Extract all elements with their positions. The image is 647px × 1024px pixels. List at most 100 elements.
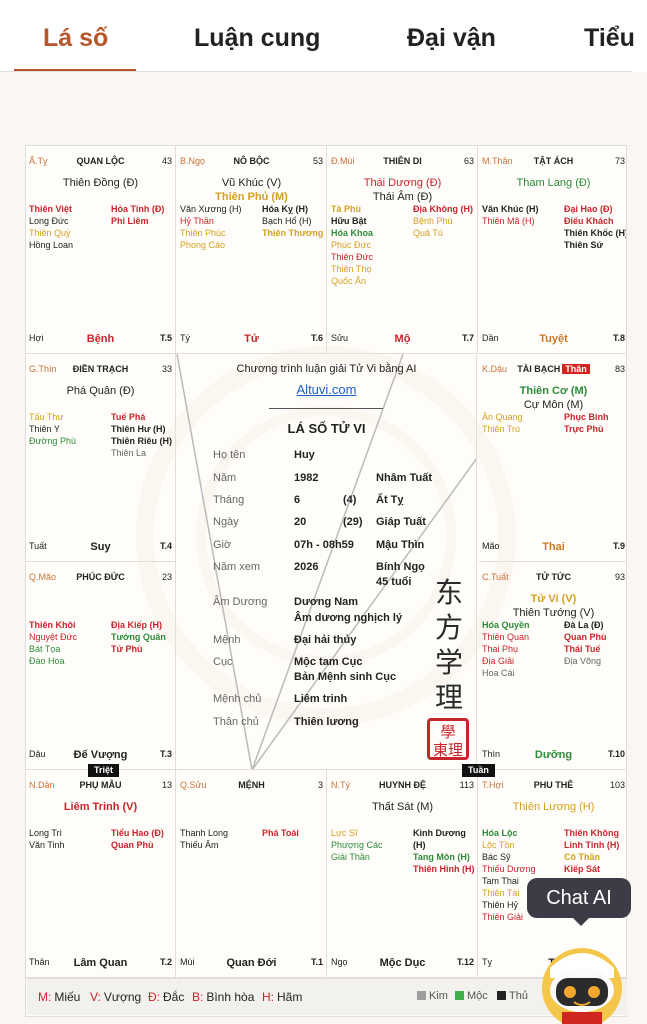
palace-can-chi: Ấ.Tỵ xyxy=(29,156,48,166)
minor-star: Phượng Các xyxy=(331,840,383,850)
minor-stars-right: Phá Toái xyxy=(262,827,299,839)
palace-cell-than[interactable]: M.Thân TẬT ÁCH 73 Tham Lang (Đ) Văn Khúc (H)… xyxy=(479,146,626,354)
info-canchi: Mậu Thìn xyxy=(376,539,425,551)
tab-la-so[interactable]: Lá số xyxy=(43,24,109,52)
palace-cell-dan[interactable]: N.Dần PHỤ MẪU 13 Liêm Trinh (V) Long Trì Văn … xyxy=(26,764,176,978)
info-label: Cục xyxy=(213,656,233,668)
minor-stars-right: Hỏa Tinh (Đ) Phi Liêm xyxy=(111,203,164,227)
palace-name-label: QUAN LỘC xyxy=(76,156,125,166)
palace-can-chi: Q.Mão xyxy=(29,572,57,582)
legend-key: V: xyxy=(90,990,101,1004)
palace-cell-ty[interactable]: Ấ.Tỵ QUAN LỘC 43 Thiên Đồng (Đ) Thiên Việt Lo… xyxy=(26,146,176,354)
legend-key: M: xyxy=(38,990,52,1004)
palace-decade: T.3 xyxy=(159,749,172,759)
minor-star: Địa Không (H) xyxy=(413,204,473,214)
center-header: Chương trình luận giải Tử Vi bằng AI xyxy=(236,363,417,375)
minor-star: Nguyệt Đức xyxy=(29,632,78,642)
palace-cell-hoi[interactable]: T.Hợi PHU THÊ 103 Thiên Lương (H) Hóa Lộc Lộc… xyxy=(479,770,626,978)
minor-stars-left: Tả Phù Hữu Bật Hóa Khoa Phúc Đức Thiên Đức Th… xyxy=(331,203,373,287)
palace-branch: Dần xyxy=(482,333,499,343)
minor-star: Điếu Khách xyxy=(564,216,614,226)
main-star: Cự Môn (M) xyxy=(523,399,584,411)
element-legend-item: Mộc xyxy=(455,990,488,1002)
palace-branch: Tuất xyxy=(29,541,47,551)
minor-star: Địa Giải xyxy=(482,656,515,666)
palace-cell-suu[interactable]: Q.Sửu MỆNH 3 Thanh Long Thiếu Âm Phá Toái Mùi Q… xyxy=(177,770,327,978)
palace-phase: Tử xyxy=(244,333,259,345)
main-star: Phá Quân (Đ) xyxy=(66,385,135,397)
minor-star: Tiểu Hao (Đ) xyxy=(111,828,164,838)
palace-cell-thin[interactable]: G.Thìn ĐIỀN TRẠCH 33 Phá Quân (Đ) Tấu Thư Thi… xyxy=(26,354,176,562)
palace-can-chi: N.Tý xyxy=(331,780,350,790)
palace-cell-ngo[interactable]: B.Ngọ NÔ BỘC 53 Vũ Khúc (V) Thiên Phủ (M) Văn… xyxy=(177,146,327,354)
chat-bot-mascot-icon[interactable] xyxy=(532,938,632,1024)
tab-dai-van[interactable]: Đại vận xyxy=(407,24,496,52)
legend-item: Đ: Đắc xyxy=(148,990,184,1004)
palace-name: NÔ BỘC xyxy=(177,155,326,167)
minor-star: Tuế Phá xyxy=(111,412,146,422)
minor-star: Thiên Mã (H) xyxy=(482,216,535,226)
info-value: Huy xyxy=(294,449,315,461)
palace-can-chi: C.Tuất xyxy=(482,572,509,582)
palace-branch: Thìn xyxy=(482,749,501,759)
legend-key: B: xyxy=(192,990,204,1004)
palace-age: 13 xyxy=(161,780,172,790)
minor-star: Tấu Thư xyxy=(29,412,64,422)
minor-star: Thiên Tài xyxy=(482,888,520,898)
palace-name-label: PHÚC ĐỨC xyxy=(76,572,125,582)
palace-name-label: THIÊN DI xyxy=(383,156,422,166)
main-star: Thiên Tướng (V) xyxy=(512,607,595,619)
legend-item: V: Vượng xyxy=(90,990,141,1004)
palace-branch: Ngọ xyxy=(331,957,348,967)
legend-key: H: xyxy=(262,990,274,1004)
site-link[interactable]: Altuvi.com xyxy=(296,382,357,397)
element-legend-item: Kim xyxy=(417,990,448,1002)
minor-star: Tang Môn (H) xyxy=(413,852,470,862)
minor-star: Kiếp Sát xyxy=(564,864,601,874)
tab-tieu-van[interactable]: Tiểu xyxy=(584,24,635,52)
element-label: Kim xyxy=(429,990,448,1002)
minor-star: Tả Phù xyxy=(331,204,362,214)
palace-name: HUYNH ĐỆ xyxy=(328,779,477,791)
palace-name-label: TÀI BẠCH xyxy=(517,364,561,374)
minor-star: Thiên Thương xyxy=(262,228,324,238)
minor-star: Lực Sĩ xyxy=(331,828,358,838)
palace-age: 83 xyxy=(614,364,625,374)
minor-stars-right: Phục Binh Trực Phù xyxy=(564,411,609,435)
palace-branch: Sửu xyxy=(331,333,349,343)
palace-cell-ti[interactable]: N.Tý HUYNH ĐỆ 113 Thất Sát (M) Lực Sĩ Phượng … xyxy=(328,764,495,978)
palace-decade: T.8 xyxy=(612,333,625,343)
legend-item: H: Hãm xyxy=(262,990,302,1004)
tab-luan-cung[interactable]: Luận cung xyxy=(194,24,321,52)
palace-branch: Tỵ xyxy=(482,957,492,967)
palace-branch: Mão xyxy=(482,541,500,551)
chat-ai-button[interactable]: Chat AI xyxy=(527,878,631,926)
minor-star: Thiên Khôi xyxy=(29,620,76,630)
palace-age: 33 xyxy=(161,364,172,374)
minor-star: Hóa Khoa xyxy=(331,228,374,238)
red-seal-stamp: 學東理 xyxy=(427,718,469,760)
minor-star: Hồng Loan xyxy=(29,240,74,250)
info-value: 07h - 08h59 xyxy=(294,539,354,551)
legend-item: B: Bình hòa xyxy=(192,990,254,1004)
minor-stars-left: Văn Khúc (H) Thiên Mã (H) xyxy=(482,203,539,227)
minor-star: Bác Sỹ xyxy=(482,852,511,862)
minor-star: Thai Phụ xyxy=(482,644,519,654)
palace-can-chi: B.Ngọ xyxy=(180,156,206,166)
minor-star: Địa Võng xyxy=(564,656,602,666)
palace-cell-mui[interactable]: Đ.Mùi THIÊN DI 63 Thái Dương (Đ) Thái Âm (Đ)… xyxy=(328,146,478,354)
tab-divider xyxy=(0,71,632,72)
info-value: Liêm trinh xyxy=(294,693,348,705)
tab-bar: Lá số Luận cung Đại vận Tiểu xyxy=(0,0,647,72)
minor-star: Hóa Kỵ (H) xyxy=(262,204,309,214)
palace-name: PHỤ MẪU xyxy=(26,779,175,791)
palace-cell-tuat[interactable]: C.Tuất TỬ TỨC 93 Tử Vi (V) Thiên Tướng (V) Hó… xyxy=(479,562,626,770)
minor-stars-left: Thiên Khôi Nguyệt Đức Bát Tọa Đào Hoa xyxy=(29,619,77,667)
palace-name: THIÊN DI xyxy=(328,155,477,167)
palace-can-chi: G.Thìn xyxy=(29,364,57,374)
minor-star: Tử Phù xyxy=(111,644,143,654)
minor-star: Thiên La xyxy=(111,448,147,458)
palace-phase: Mộ xyxy=(394,333,411,345)
palace-cell-mao[interactable]: Q.Mão PHÚC ĐỨC 23 Thiên Khôi Nguyệt Đức Bát T… xyxy=(26,562,176,770)
palace-cell-dau[interactable]: K.Dậu TÀI BẠCH Thân 83 Thiên Cơ (M) Cự Môn (M… xyxy=(479,354,626,562)
